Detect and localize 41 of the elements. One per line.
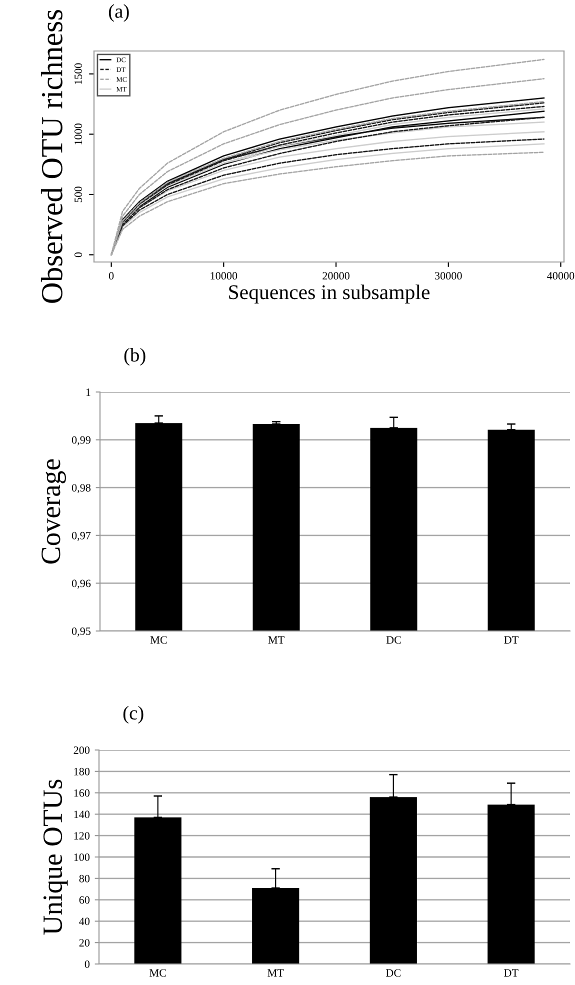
y-tick-label: 0,97 [72,532,91,541]
y-tick-label: 80 [79,874,90,882]
x-axis-title: Sequences in subsample [229,284,430,304]
y-tick-label: 1500 [74,63,82,84]
x-tick-label: DT [504,636,518,644]
y-tick-label: 0,95 [72,627,91,637]
y-axis-title: Observed OTU richness [40,10,62,303]
x-tick-label: DC [386,636,401,644]
x-tick-label: MT [268,636,284,644]
y-tick-label: 0,98 [72,484,91,494]
y-tick-label: 1000 [74,124,82,144]
x-tick-label: 30000 [435,272,462,280]
chart-title: (a) [108,4,129,22]
y-tick-label: 200 [74,746,90,754]
y-tick-label: 1 [86,388,90,396]
y-tick-label: 0 [84,960,90,968]
x-tick-label: DC [386,969,400,977]
y-tick-label: 0,99 [72,436,91,446]
x-tick-label: MC [150,969,166,977]
y-tick-label: 160 [74,789,90,797]
y-tick-label: 60 [79,896,90,904]
x-tick-label: DT [504,969,518,977]
x-tick-label: MT [268,969,284,977]
y-tick-label: 180 [74,768,90,776]
chart-title: (b) [124,348,146,366]
y-tick-label: 40 [79,918,90,926]
y-axis-title: Unique OTUs [43,780,68,935]
x-tick-label: 20000 [322,272,350,280]
y-tick-label: 500 [74,186,82,202]
chart-title: (c) [123,706,144,724]
y-axis-title: Coverage [42,459,66,564]
y-tick-label: 0,96 [72,580,91,589]
y-tick-label: 20 [79,939,90,947]
y-tick-label: 120 [74,832,90,840]
x-tick-label: 0 [108,272,114,280]
y-tick-label: 0 [74,252,82,258]
x-tick-label: MC [150,636,167,644]
y-tick-label: 140 [74,810,90,818]
x-tick-label: 40000 [547,272,574,280]
y-tick-label: 100 [74,853,90,861]
x-tick-label: 10000 [210,272,238,280]
